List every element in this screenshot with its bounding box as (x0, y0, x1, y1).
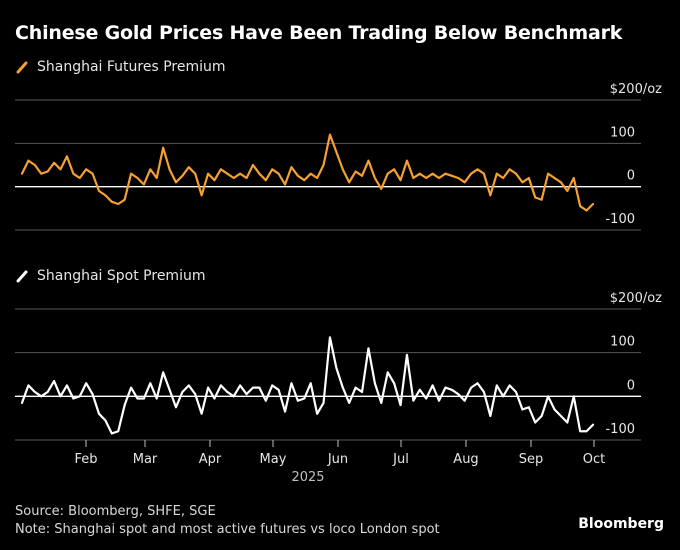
x-tick-label-jul: Jul (392, 452, 409, 467)
x-tick-label-mar: Mar (133, 452, 158, 467)
legend-swatch-futures-icon (16, 61, 28, 74)
y-tick-futures-200: $200/oz (610, 82, 662, 97)
y-tick-futures-100: 100 (610, 125, 635, 140)
series-line-futures (20, 133, 595, 212)
y-tick-spot-200: $200/oz (610, 291, 662, 306)
y-tick-spot-100: 100 (610, 335, 635, 350)
x-tick-label-sep: Sep (519, 452, 544, 467)
legend-futures: Shanghai Futures Premium (15, 59, 226, 75)
footer: Source: Bloomberg, SHFE, SGE Note: Shang… (15, 503, 440, 539)
y-tick-spot--100: -100 (605, 422, 635, 437)
methodology-note: Note: Shanghai spot and most active futu… (15, 522, 440, 537)
chart-title: Chinese Gold Prices Have Been Trading Be… (15, 22, 623, 44)
x-tick-label-feb: Feb (74, 452, 97, 467)
bloomberg-logo: Bloomberg (578, 516, 664, 532)
y-tick-spot-0: 0 (627, 378, 635, 393)
legend-label-futures: Shanghai Futures Premium (37, 59, 226, 75)
x-tick-label-apr: Apr (199, 452, 222, 467)
legend-spot: Shanghai Spot Premium (15, 268, 205, 284)
x-tick-label-oct: Oct (583, 452, 605, 467)
legend-label-spot: Shanghai Spot Premium (37, 268, 206, 284)
x-tick-label-may: May (260, 452, 287, 467)
source-note: Source: Bloomberg, SHFE, SGE (15, 504, 216, 519)
legend-swatch-spot-icon (16, 270, 28, 283)
y-tick-futures-0: 0 (627, 169, 635, 184)
x-axis-year-label: 2025 (291, 470, 324, 485)
series-line-spot (20, 336, 595, 435)
y-tick-futures--100: -100 (605, 212, 635, 227)
x-tick-label-aug: Aug (453, 452, 478, 467)
x-tick-label-jun: Jun (327, 452, 348, 467)
